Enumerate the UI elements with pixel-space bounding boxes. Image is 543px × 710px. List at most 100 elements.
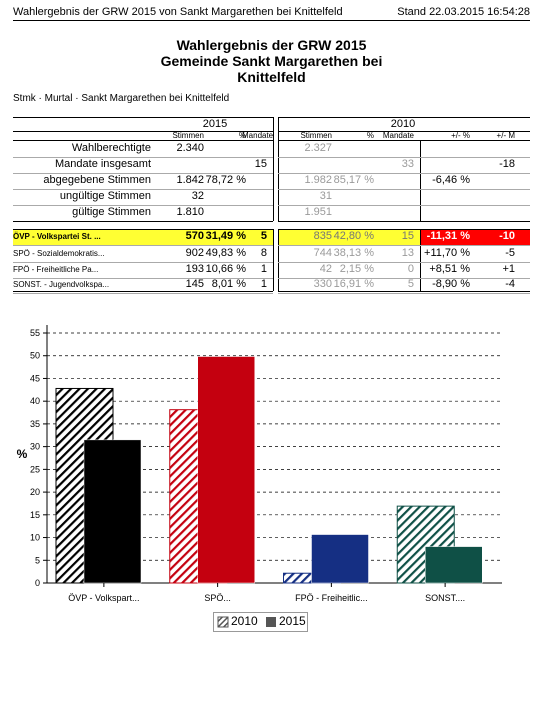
party-s15: 145 <box>185 278 204 290</box>
party-label: FPÖ - Freiheitliche Pa... <box>13 265 99 274</box>
party-dp: +8,51 % <box>429 263 470 275</box>
bar-2010 <box>169 409 228 584</box>
summary-s15: 1.842 <box>176 174 204 186</box>
bar-2015 <box>425 546 483 584</box>
y-tick-label: 55 <box>30 328 40 338</box>
party-p10: 2,15 % <box>339 263 374 275</box>
x-tick-label: SPÖ... <box>204 593 231 603</box>
y-tick-label: 20 <box>30 487 40 497</box>
legend-swatch-2015 <box>266 617 276 627</box>
summary-label: abgegebene Stimmen <box>43 174 151 186</box>
party-dp: -11,31 % <box>426 230 470 242</box>
report-heading: Wahlergebnis der GRW 2015 von Sankt Marg… <box>13 6 343 18</box>
party-s10: 744 <box>313 247 332 259</box>
party-m15: 5 <box>260 230 267 242</box>
party-m15: 1 <box>260 263 267 275</box>
summary-s10: 31 <box>319 190 332 202</box>
party-s15: 193 <box>185 263 204 275</box>
summary-s15: 1.810 <box>176 206 204 218</box>
loss-highlight <box>420 230 530 245</box>
party-p10: 16,91 % <box>333 278 374 290</box>
party-s10: 330 <box>313 278 332 290</box>
col-header-s10: Stimmen <box>300 131 332 140</box>
party-s10: 835 <box>313 230 332 242</box>
year-2015-header: 2015 <box>202 118 228 130</box>
col-header-m10: Mandate <box>382 131 414 140</box>
title-line-1: Wahlergebnis der GRW 2015 <box>176 37 367 53</box>
party-m10: 15 <box>401 230 414 242</box>
y-tick-label: 25 <box>30 464 40 474</box>
party-m15: 8 <box>260 247 267 259</box>
summary-p10: 85,17 % <box>333 174 374 186</box>
party-m10: 0 <box>407 263 414 275</box>
party-dp: -8,90 % <box>432 278 470 290</box>
party-m10: 13 <box>401 247 414 259</box>
party-m15: 1 <box>260 278 267 290</box>
y-tick-label: 0 <box>35 578 40 588</box>
y-tick-label: 35 <box>30 419 40 429</box>
bar-2015 <box>197 356 255 584</box>
summary-label: Mandate insgesamt <box>55 158 151 170</box>
party-dm: -4 <box>505 278 515 290</box>
party-dm: +1 <box>502 263 515 275</box>
x-tick-label: SONST.... <box>425 593 465 603</box>
party-dm: -5 <box>505 247 515 259</box>
legend-label-2015: 2015 <box>279 614 306 628</box>
party-p10: 38,13 % <box>333 247 374 259</box>
page-title: Wahlergebnis der GRW 2015 Gemeinde Sankt… <box>0 37 543 85</box>
party-p10: 42,80 % <box>333 230 374 242</box>
summary-label: ungültige Stimmen <box>59 190 151 202</box>
summary-m10: 33 <box>401 158 414 170</box>
summary-m15: 15 <box>254 158 267 170</box>
col-header-dp: +/- % <box>451 131 470 140</box>
party-p15: 31,49 % <box>205 230 246 242</box>
summary-label: gültige Stimmen <box>72 206 151 218</box>
party-p15: 8,01 % <box>211 278 246 290</box>
y-axis-label: % <box>17 447 28 461</box>
legend-label-2010: 2010 <box>231 614 258 628</box>
summary-s10: 1.951 <box>304 206 332 218</box>
year-2010-header: 2010 <box>390 118 416 130</box>
bar-2015 <box>83 439 142 584</box>
summary-p15: 78,72 % <box>205 174 246 186</box>
legend-swatch-2010 <box>217 616 229 628</box>
bar-2015 <box>311 534 369 584</box>
party-s15: 570 <box>185 230 204 242</box>
y-tick-label: 5 <box>35 555 40 565</box>
party-p15: 49,83 % <box>205 247 246 259</box>
party-s15: 902 <box>185 247 204 259</box>
party-m10: 5 <box>407 278 414 290</box>
top-bar: Wahlergebnis der GRW 2015 von Sankt Marg… <box>13 6 530 21</box>
y-tick-label: 50 <box>30 351 40 361</box>
bar-2010 <box>283 572 341 584</box>
party-p15: 10,66 % <box>205 263 246 275</box>
summary-label: Wahlberechtigte <box>71 142 151 154</box>
summary-s10: 2.327 <box>304 142 332 154</box>
party-s10: 42 <box>319 263 332 275</box>
col-header-m15: Mandate <box>242 131 274 140</box>
chart-legend: 2010 2015 <box>213 612 308 632</box>
party-label: ÖVP - Volkspartei St. ... <box>13 232 101 241</box>
summary-dp: -6,46 % <box>432 174 470 186</box>
y-tick-label: 45 <box>30 373 40 383</box>
x-tick-label: FPÖ - Freiheitlic... <box>295 593 368 603</box>
y-tick-label: 30 <box>30 442 40 452</box>
party-dp: +11,70 % <box>424 247 470 259</box>
x-tick-label: ÖVP - Volkspart... <box>68 593 139 603</box>
summary-s15: 32 <box>191 190 204 202</box>
summary-s10: 1.982 <box>304 174 332 186</box>
breadcrumb: Stmk · Murtal · Sankt Margarethen bei Kn… <box>13 93 230 104</box>
summary-s15: 2.340 <box>176 142 204 154</box>
winner-row-highlight <box>13 230 273 245</box>
party-label: SPÖ - Sozialdemokratis... <box>13 249 105 258</box>
bar-2010 <box>396 505 455 584</box>
col-header-s15: Stimmen <box>172 131 204 140</box>
winner-row-highlight-2010 <box>278 230 420 245</box>
timestamp: Stand 22.03.2015 16:54:28 <box>397 6 530 18</box>
party-dm: -10 <box>499 230 515 242</box>
summary-dm: -18 <box>499 158 515 170</box>
col-header-dm: +/- M <box>496 131 515 140</box>
y-tick-label: 40 <box>30 396 40 406</box>
title-line-2: Gemeinde Sankt Margarethen bei <box>160 53 383 69</box>
